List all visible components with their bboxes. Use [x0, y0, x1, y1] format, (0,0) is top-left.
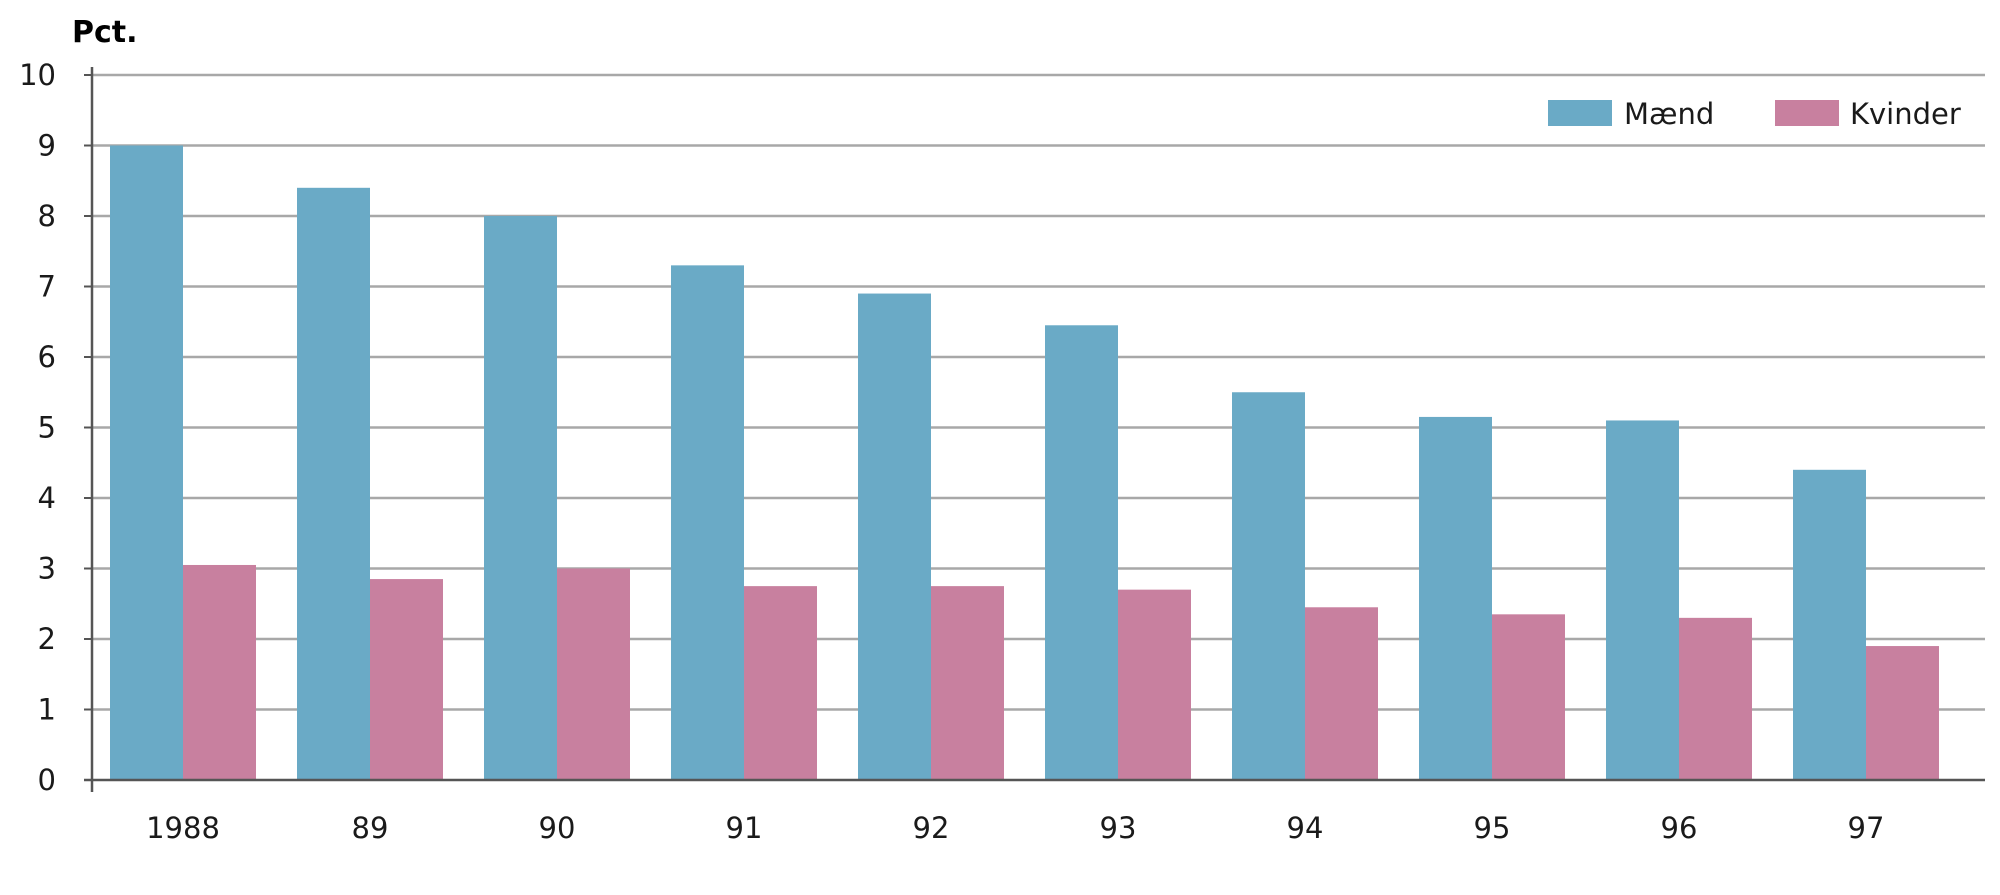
- x-tick-label: 90: [539, 811, 576, 845]
- bar-kvinder-95: [1492, 614, 1565, 780]
- y-tick-labels: 0 1 2 3 4 5 6 7 8 9 10: [19, 58, 56, 797]
- bar-m-nd-90: [484, 216, 557, 780]
- x-tick-label: 89: [352, 811, 389, 845]
- x-tick-label: 92: [913, 811, 950, 845]
- legend-swatch-kvinder: [1775, 100, 1839, 126]
- y-tick-label: 4: [38, 481, 56, 515]
- bar-kvinder-1988: [183, 564, 256, 780]
- bar-m-nd-97: [1793, 469, 1866, 780]
- y-tick-label: 1: [38, 693, 56, 727]
- x-tick-label: 93: [1100, 811, 1137, 845]
- bar-m-nd-1988: [110, 145, 183, 780]
- bar-kvinder-91: [744, 586, 817, 780]
- legend-label: Mænd: [1624, 97, 1714, 131]
- y-tick-label: 7: [38, 270, 56, 304]
- bar-kvinder-94: [1305, 607, 1378, 780]
- bar-kvinder-89: [370, 579, 443, 780]
- bar-m-nd-94: [1232, 392, 1305, 780]
- y-tick-label: 2: [38, 622, 56, 656]
- bar-kvinder-90: [557, 568, 630, 780]
- legend: Mænd Kvinder: [1548, 97, 1961, 131]
- y-tick-label: 9: [38, 129, 56, 163]
- x-tick-label: 91: [726, 811, 763, 845]
- y-tick-label: 3: [38, 552, 56, 586]
- x-tick-label: 97: [1848, 811, 1885, 845]
- y-tick-label: 0: [38, 763, 56, 797]
- y-tick-label: 6: [38, 340, 56, 374]
- x-tick-label: 94: [1287, 811, 1324, 845]
- x-tick-labels: 1988 89 90 91 92 93 94 95 96 97: [146, 811, 1884, 845]
- bar-m-nd-95: [1419, 416, 1492, 780]
- y-tick-label: 10: [19, 58, 56, 92]
- bar-m-nd-89: [297, 187, 370, 781]
- x-tick-label: 1988: [146, 811, 220, 845]
- y-tick-label: 8: [38, 199, 56, 233]
- bar-m-nd-93: [1045, 325, 1118, 780]
- x-tick-label: 96: [1661, 811, 1698, 845]
- axes: [84, 67, 1985, 792]
- bars: [110, 145, 1939, 781]
- x-tick-label: 95: [1474, 811, 1511, 845]
- bar-m-nd-96: [1606, 420, 1679, 780]
- legend-swatch-m-nd: [1548, 100, 1612, 126]
- bar-kvinder-97: [1866, 646, 1939, 780]
- bar-kvinder-96: [1679, 617, 1752, 780]
- y-axis-label: Pct.: [72, 15, 138, 50]
- bar-kvinder-93: [1118, 589, 1191, 780]
- bar-m-nd-92: [858, 293, 931, 780]
- bar-kvinder-92: [931, 586, 1004, 780]
- y-tick-label: 5: [38, 411, 56, 445]
- legend-label: Kvinder: [1850, 97, 1961, 131]
- bar-m-nd-91: [671, 265, 744, 781]
